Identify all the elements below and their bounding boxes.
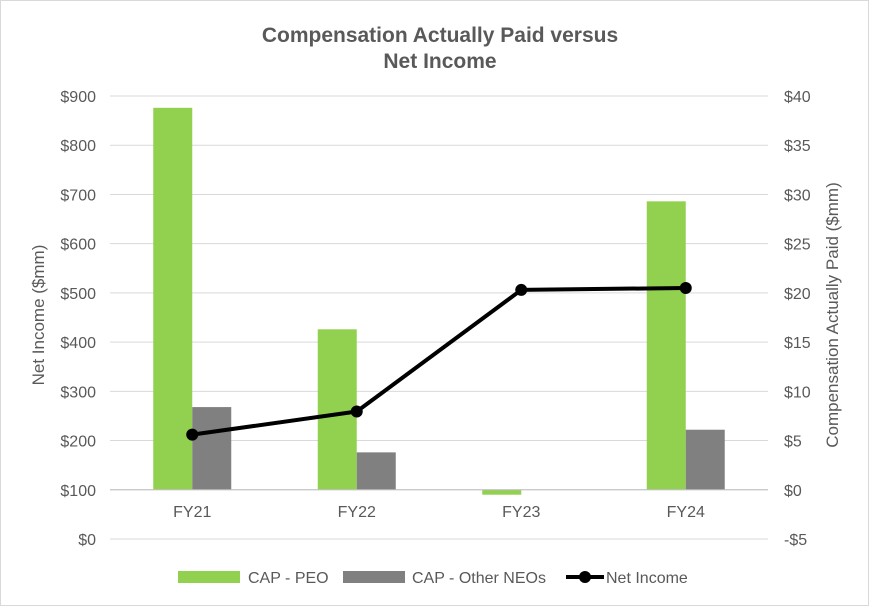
right-tick-label: $25 (784, 237, 811, 254)
category-label: FY22 (338, 504, 376, 521)
right-tick-label: $20 (784, 286, 811, 303)
legend-swatch-net-income-marker (579, 571, 591, 583)
legend-label-cap-peo: CAP - PEO (248, 570, 329, 587)
left-tick-label: $800 (60, 138, 96, 155)
right-tick-label: $30 (784, 187, 811, 204)
chart-title-line-1: Compensation Actually Paid versus (262, 24, 618, 47)
left-tick-label: $900 (60, 89, 96, 106)
left-tick-label: $100 (60, 483, 96, 500)
right-axis-ticks: -$5 $0 $5 $10 $15 $20 $25 $30 $35 $40 (784, 89, 811, 549)
right-tick-label: $5 (784, 434, 802, 451)
left-axis-ticks: $0 $100 $200 $300 $400 $500 $600 $700 $800 $900 (60, 89, 96, 549)
right-tick-label: $40 (784, 89, 811, 106)
chart-title: Compensation Actually Paid versus Net In… (262, 24, 618, 73)
left-tick-label: $200 (60, 434, 96, 451)
bar-series (153, 107, 725, 495)
bar-cap-peo (482, 489, 522, 495)
bar-cap-other-neos (685, 429, 725, 490)
net-income-point (515, 283, 528, 296)
category-label: FY24 (667, 504, 705, 521)
bar-cap-peo (317, 329, 357, 490)
legend-swatch-cap-peo (178, 571, 240, 583)
net-income-point (350, 405, 363, 418)
right-axis-title: Compensation Actually Paid ($mm) (823, 182, 842, 448)
bar-cap-peo (153, 107, 193, 490)
bar-cap-other-neos (192, 407, 232, 490)
right-tick-label: $0 (784, 483, 802, 500)
left-tick-label: $400 (60, 335, 96, 352)
legend-swatch-cap-other-neos (343, 571, 405, 583)
chart-title-line-2: Net Income (383, 50, 496, 73)
net-income-point (679, 281, 692, 294)
left-tick-label: $500 (60, 286, 96, 303)
bar-cap-peo (646, 201, 686, 490)
category-label: FY21 (173, 504, 211, 521)
legend-label-net-income: Net Income (606, 570, 688, 587)
left-axis-title: Net Income ($mm) (29, 245, 48, 386)
left-tick-label: $700 (60, 187, 96, 204)
bar-cap-other-neos (356, 452, 396, 490)
left-tick-label: $300 (60, 384, 96, 401)
legend: CAP - PEO CAP - Other NEOs Net Income (178, 570, 688, 587)
legend-label-cap-other-neos: CAP - Other NEOs (412, 570, 546, 587)
right-tick-label: $10 (784, 384, 811, 401)
left-tick-label: $600 (60, 237, 96, 254)
right-tick-label: $35 (784, 138, 811, 155)
category-label: FY23 (502, 504, 540, 521)
category-labels: FY21 FY22 FY23 FY24 (173, 504, 705, 521)
net-income-line (191, 285, 686, 437)
left-tick-label: $0 (78, 532, 96, 549)
right-tick-label: $15 (784, 335, 811, 352)
net-income-point (186, 428, 199, 441)
right-tick-label: -$5 (784, 532, 807, 549)
line-series (186, 281, 692, 441)
